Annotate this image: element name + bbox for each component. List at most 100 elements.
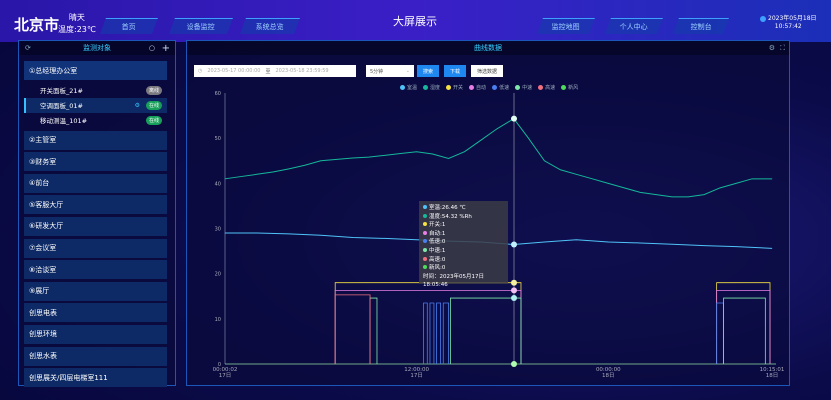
list-item[interactable]: ⑤客服大厅: [24, 195, 167, 215]
legend-item[interactable]: 湿度: [423, 84, 440, 91]
tooltip-text: 开关:1: [429, 222, 446, 229]
list-item[interactable]: ③财务室: [24, 152, 167, 172]
tooltip-dot: [423, 247, 427, 252]
chart-legend: 室温 湿度 开关 自动 低速 中速 高速 新风: [400, 84, 578, 91]
data-point: [560, 169, 561, 171]
data-point: [304, 164, 306, 166]
list-item[interactable]: ⑥研发大厅: [24, 216, 167, 236]
legend-item[interactable]: 室温: [400, 84, 417, 91]
data-point: [256, 232, 258, 234]
legend-item[interactable]: 高速: [538, 84, 555, 91]
data-point: [336, 159, 338, 160]
list-item[interactable]: 创思环境: [24, 324, 167, 344]
legend-label: 自动: [476, 85, 487, 91]
clock: 2023年05月18日 10:57:42: [760, 15, 817, 31]
legend-item[interactable]: 中速: [515, 84, 532, 91]
legend-label: 室温: [407, 85, 418, 91]
list-item[interactable]: 创思展关/四层电梯室111: [24, 368, 167, 388]
device-item[interactable]: 开关面板_21# 离线: [24, 83, 167, 98]
list-item[interactable]: ⑧洽谈室: [24, 260, 167, 280]
y-tick-label: 50: [215, 136, 221, 142]
legend-item[interactable]: 自动: [469, 84, 486, 91]
cursor-point: [511, 361, 518, 367]
legend-dot: [515, 85, 521, 90]
cursor-point: [511, 241, 518, 248]
list-item-label: 创思电表: [29, 308, 57, 317]
weather: 晴天 温度:23℃: [58, 12, 96, 36]
refresh-icon[interactable]: ⟳: [25, 44, 31, 52]
add-icon[interactable]: +: [161, 42, 170, 54]
fullscreen-icon[interactable]: ⛶: [780, 43, 785, 52]
cursor-point: [511, 287, 518, 294]
search-button[interactable]: 搜索: [417, 65, 439, 77]
list-item[interactable]: ④前台: [24, 173, 167, 193]
list-item-label: 创思环境: [29, 330, 57, 339]
x-tick-day: 18日: [602, 372, 615, 379]
legend-item[interactable]: 低速: [492, 84, 509, 91]
clock-icon: [760, 15, 766, 22]
data-point: [256, 174, 258, 175]
search-icon[interactable]: ○: [148, 44, 155, 52]
device-item-selected[interactable]: 空调面板_01# ⚙ 在线: [24, 97, 167, 113]
state-step-低速: [436, 302, 441, 364]
cursor-point: [511, 279, 518, 286]
interval-select[interactable]: 5分钟 ⌄: [366, 65, 414, 77]
legend-label: 中速: [522, 85, 533, 91]
tooltip-text: 低速:0: [429, 239, 446, 246]
legend-label: 低速: [499, 85, 510, 91]
time: 10:57:42: [774, 23, 802, 30]
list-item-label: ⑥研发大厅: [29, 222, 64, 231]
weather-text: 晴天: [68, 13, 85, 22]
list-item-label: ⑧洽谈室: [29, 265, 57, 274]
main-panel-title: 曲线数据: [474, 44, 502, 52]
state-step-中速: [723, 297, 766, 364]
tooltip-line: 新风:0: [423, 264, 504, 273]
filter-data-button[interactable]: 筛选数据: [471, 65, 503, 77]
x-tick-day: 17日: [219, 372, 232, 379]
state-step-低速: [442, 302, 449, 364]
x-tick-day: 17日: [410, 372, 423, 379]
y-tick-label: 60: [215, 91, 221, 97]
download-button[interactable]: 下载: [444, 65, 466, 77]
x-tick-day: 18日: [766, 372, 779, 379]
state-step-低速: [429, 302, 435, 364]
chart-tooltip: 室温:26.46 ℃ 湿度:54.32 %Rh 开关:1 自动:1 低速:0 中速:1 高速…: [419, 201, 508, 288]
legend-dot: [400, 85, 405, 90]
group-item[interactable]: ①总经理办公室: [24, 61, 167, 80]
state-step-中速: [450, 297, 522, 364]
interval-value: 5分钟: [370, 68, 384, 75]
data-point: [771, 248, 773, 249]
data-point: [607, 241, 609, 243]
city-name: 北京市: [14, 16, 60, 34]
y-tick-label: 30: [215, 227, 221, 233]
y-tick-label: 0: [218, 362, 221, 368]
list-item-label: ⑦会议室: [29, 244, 57, 253]
list-item[interactable]: 创思水表: [24, 346, 167, 366]
legend-item[interactable]: 新风: [561, 84, 578, 91]
data-point: [384, 155, 386, 156]
y-tick-label: 20: [215, 272, 221, 278]
settings-icon[interactable]: ⚙: [768, 44, 775, 52]
data-point: [544, 160, 545, 162]
data-point: [751, 178, 753, 180]
list-item[interactable]: ⑦会议室: [24, 238, 167, 258]
data-point: [320, 234, 322, 236]
legend-item[interactable]: 开关: [446, 84, 463, 91]
state-step-高速: [334, 294, 371, 364]
data-point: [400, 153, 401, 154]
data-point: [496, 128, 497, 130]
list-item[interactable]: 创思电表: [24, 303, 167, 323]
start-date: 2023-05-17 00:00:00: [207, 68, 261, 74]
data-point: [320, 160, 322, 162]
list-item[interactable]: ②主管室: [24, 130, 167, 150]
list-item[interactable]: ⑨展厅: [24, 281, 167, 301]
gear-icon[interactable]: ⚙: [134, 101, 140, 109]
state-step-中速: [369, 297, 378, 364]
device-item[interactable]: 移动测温_101# 在线: [24, 113, 167, 128]
date-range-input[interactable]: ◷ 2023-05-17 00:00:00 至 2023-05-18 23:59:59: [194, 65, 356, 77]
list-item-label: ②主管室: [29, 136, 57, 145]
x-tick-label: 00:00:00: [596, 367, 621, 373]
data-point: [288, 233, 290, 235]
data-point: [735, 183, 737, 184]
data-point: [703, 245, 705, 246]
